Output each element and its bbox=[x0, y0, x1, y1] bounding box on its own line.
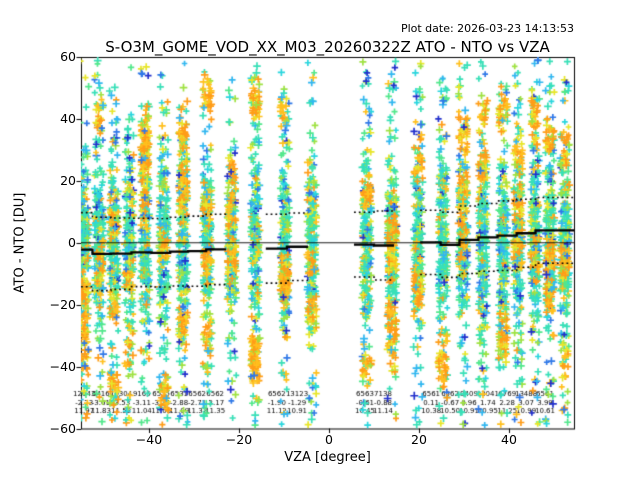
y-tick-label: 40 bbox=[60, 111, 76, 126]
plot-date: Plot date: 2026-03-23 14:13:53 bbox=[400, 22, 574, 35]
y-tick-label: 20 bbox=[60, 173, 76, 188]
y-tick-label: 0 bbox=[68, 235, 76, 250]
page-title: S-O3M_GOME_VOD_XX_M03_20260322Z ATO - NT… bbox=[105, 38, 550, 56]
y-tick-label: −60 bbox=[49, 421, 76, 436]
x-tick-label: 0 bbox=[325, 432, 333, 447]
x-tick-label: −20 bbox=[225, 432, 253, 447]
x-tick-label: −40 bbox=[135, 432, 163, 447]
y-tick-label: −20 bbox=[49, 297, 76, 312]
y-tick-label: 60 bbox=[60, 49, 76, 64]
x-tick-label: 20 bbox=[411, 432, 427, 447]
x-axis-label: VZA [degree] bbox=[284, 450, 371, 465]
y-tick-label: −40 bbox=[49, 359, 76, 374]
y-axis-label: ATO - NTO [DU] bbox=[12, 192, 28, 294]
x-tick-label: 40 bbox=[501, 432, 517, 447]
